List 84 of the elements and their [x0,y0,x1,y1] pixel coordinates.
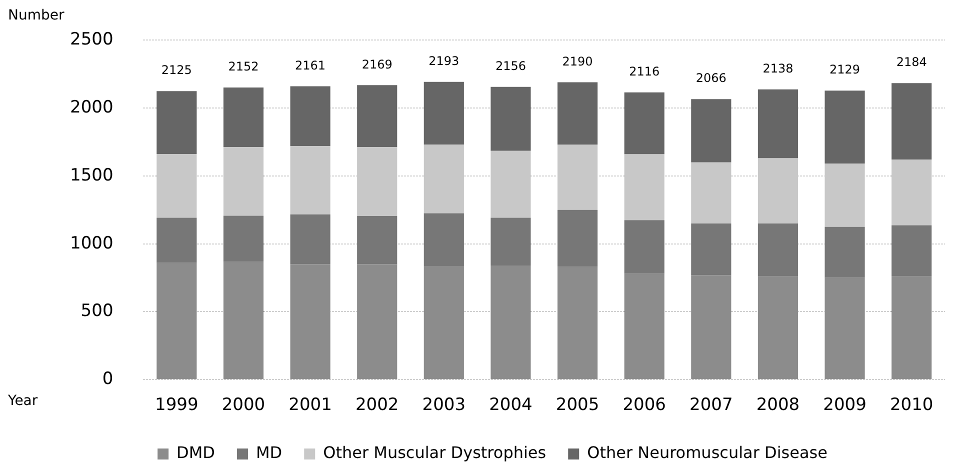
bar [824,90,865,164]
bar [156,262,197,380]
bar [223,147,264,216]
total-label: 2129 [830,62,860,77]
x-axis-title: Year [7,393,38,410]
x-tick-label: 2000 [222,395,266,416]
bar [357,85,398,148]
x-tick-label: 1999 [155,395,198,416]
total-label: 2156 [495,59,526,74]
x-tick-label: 2006 [622,395,666,416]
bar [892,276,932,380]
y-tick-label: 1000 [70,233,114,254]
bar [156,91,197,154]
bar [758,276,798,380]
y-tick-label: 0 [102,369,114,390]
bar [156,154,197,218]
bar [824,278,865,380]
bar [156,218,197,263]
bar [624,274,664,380]
total-label: 2125 [161,63,192,78]
x-tick-label: 2009 [823,395,866,416]
bar [424,266,464,380]
bar [490,150,531,218]
bar [691,162,732,224]
bar [557,82,598,145]
x-tick-label: 2005 [556,395,600,416]
bar [490,86,531,151]
bar [223,216,264,262]
bar [557,266,598,380]
y-tick-label: 2000 [70,98,114,118]
bar [691,275,732,380]
x-tick-label: 2002 [355,395,399,416]
bar [691,99,732,162]
bar [624,220,664,274]
total-label: 2161 [295,58,326,72]
bar [290,264,330,380]
bar [290,86,330,146]
bar [557,210,598,267]
bar [490,266,531,380]
legend-label: DMD [176,443,216,462]
bar [892,160,932,226]
legend-label: MD [256,443,282,462]
y-tick-label: 1500 [70,165,114,186]
bar [557,144,598,210]
total-label: 2116 [629,64,660,78]
y-axis-title: Number [8,8,64,24]
bar [824,226,865,278]
total-label: 2066 [696,71,726,86]
bar [892,83,932,160]
x-tick-label: 2008 [756,395,800,416]
bar [223,87,264,148]
x-tick-label: 2004 [489,395,532,416]
bar [357,216,398,264]
y-tick-label: 2500 [70,30,114,50]
x-tick-label: 2007 [690,395,733,416]
legend-label: Other Muscular Dystrophies [323,443,546,462]
bar [624,92,664,154]
bar [357,147,398,216]
bar [290,146,330,214]
x-tick-label: 2010 [890,395,934,416]
bar [691,223,732,276]
x-tick-label: 2001 [288,395,332,416]
bar [424,213,464,266]
x-tick-label: 2003 [422,395,466,416]
bar [758,223,798,276]
bar [758,158,798,224]
bar [758,89,798,158]
y-tick-label: 500 [80,301,114,322]
bar [357,264,398,380]
bar [490,218,531,266]
bar [892,225,932,276]
total-label: 2184 [896,55,927,70]
total-label: 2169 [362,57,392,72]
bar [624,154,664,220]
bar [824,163,865,227]
bar [223,262,264,380]
total-label: 2138 [762,61,794,76]
total-label: 2193 [428,54,460,68]
bar [424,144,464,214]
bar [424,82,464,144]
legend-label: Other Neuromuscular Disease [587,443,828,462]
total-label: 2152 [228,60,259,74]
bar [290,214,330,264]
total-label: 2190 [562,54,593,68]
